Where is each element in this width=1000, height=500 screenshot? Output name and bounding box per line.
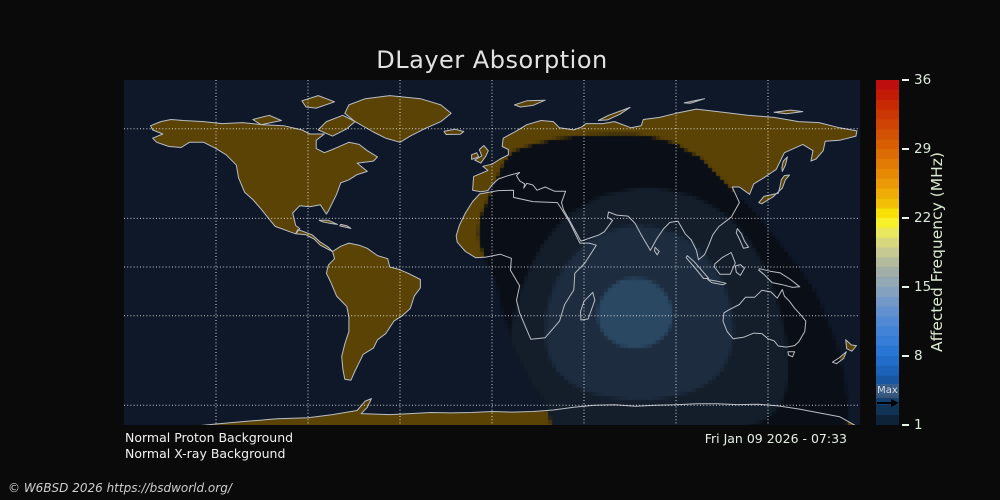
coastline-hispaniola [339,223,352,229]
colorbar [876,80,899,425]
coastline-cuba [318,219,339,225]
coastline-new_guinea [758,268,801,288]
colorbar-tick [902,79,909,81]
colorbar-tick [902,424,909,426]
coastline-philippines [735,228,750,249]
coastline-sri_lanka [654,246,660,256]
coastline-borneo [713,252,736,275]
coastline-victoria_is [252,114,282,126]
coastline-japan [758,174,790,205]
coastline-africa [455,189,597,340]
coastline-madagascar [580,291,596,321]
coastline-nz_south [831,351,847,365]
xray-status-annotation: Normal X-ray Background [125,446,286,461]
coastline-iceland [443,128,465,135]
colorbar-tick-label: 15 [914,279,932,295]
coastline-eurasia [472,108,858,261]
coastline-severnaya [683,98,706,104]
colorbar-tick [902,355,909,357]
coastline-novaya_zemlya [597,106,631,121]
coastline-australia [722,289,807,348]
timestamp: Fri Jan 09 2026 - 07:33 [704,431,847,446]
coastline-sakhalin [781,156,788,172]
coastline-greenland [344,95,452,143]
chart-title: DLayer Absorption [376,46,608,74]
world-map [124,80,860,425]
colorbar-tick-label: 36 [914,72,932,88]
coastline-tasmania [787,351,796,358]
coastline-sulawesi [734,264,745,276]
colorbar-tick-label: 1 [914,417,923,433]
colorbar-tick-label: 8 [914,348,923,364]
map-lines-layer [124,80,860,425]
colorbar-axis-label: Affected Frequency (MHz) [928,152,946,353]
coastline-nz_north [845,339,857,352]
coastline-sumatra [685,255,710,279]
max-marker-label: Max [877,385,898,397]
colorbar-tick [902,148,909,150]
coastline-north_america [150,119,378,235]
colorbar-tick-label: 22 [914,210,932,226]
colorbar-tick [902,286,909,288]
coastline-svalbard [514,99,546,108]
max-arrow-icon [877,399,899,408]
coastline-ellesmere [301,95,336,109]
coastline-baffin [317,114,356,137]
max-marker: Max [876,384,899,399]
colorbar-tick [902,217,909,219]
absorption-overlay-canvas [124,80,860,425]
coastline-central_america [295,229,333,252]
coastline-south_america [325,242,421,381]
copyright: © W6BSD 2026 https://bsdworld.org/ [8,481,232,495]
coastline-antarctica [201,398,856,425]
colorbar-tick-label: 29 [914,141,932,157]
proton-status-annotation: Normal Proton Background [125,430,294,445]
coastline-java [707,279,727,286]
coastline-britain [474,145,489,164]
coastline-ireland [471,152,480,160]
coastline-new_siberian [773,109,804,115]
